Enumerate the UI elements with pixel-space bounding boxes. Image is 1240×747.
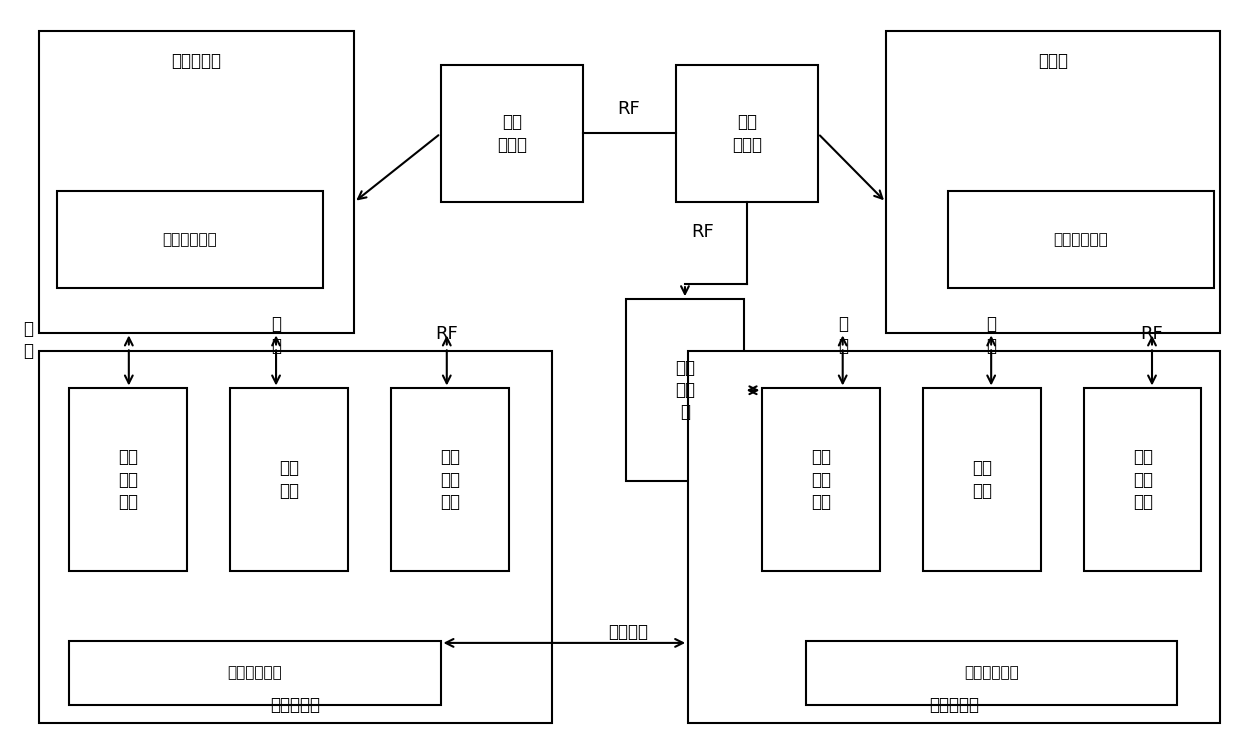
Bar: [391, 388, 508, 571]
Text: 主测试机柜: 主测试机柜: [270, 695, 320, 713]
Bar: [887, 31, 1220, 332]
Bar: [231, 388, 347, 571]
Bar: [69, 642, 440, 704]
Text: 地面数据终端: 地面数据终端: [162, 232, 217, 247]
Bar: [626, 299, 744, 481]
Text: RF: RF: [618, 100, 640, 118]
Bar: [1084, 388, 1202, 571]
Text: 误码
测试: 误码 测试: [279, 459, 299, 500]
Bar: [947, 191, 1214, 288]
Text: RF: RF: [1141, 325, 1163, 343]
Text: 程控
衰减器: 程控 衰减器: [497, 114, 527, 154]
Text: RF: RF: [692, 223, 714, 241]
Bar: [38, 351, 552, 723]
Bar: [806, 642, 1177, 704]
Text: 副测试计算机: 副测试计算机: [963, 666, 1018, 681]
Text: 光纤网络: 光纤网络: [609, 624, 649, 642]
Text: 测控
信息
测试: 测控 信息 测试: [811, 448, 831, 511]
Bar: [923, 388, 1040, 571]
Text: 地面控制车: 地面控制车: [171, 52, 221, 70]
Text: 机载数据终端: 机载数据终端: [1054, 232, 1109, 247]
Text: 无人机: 无人机: [1038, 52, 1068, 70]
Text: 射频
信号
测试: 射频 信号 测试: [1132, 448, 1153, 511]
Text: 主测试计算机: 主测试计算机: [228, 666, 283, 681]
Bar: [440, 65, 583, 202]
Text: 串
口: 串 口: [986, 314, 996, 355]
Text: 串
口: 串 口: [838, 314, 848, 355]
Text: 副测试机柜: 副测试机柜: [929, 695, 980, 713]
Bar: [763, 388, 880, 571]
Text: RF: RF: [435, 325, 458, 343]
Bar: [688, 351, 1220, 723]
Bar: [69, 388, 187, 571]
Text: 网
络: 网 络: [24, 320, 33, 360]
Text: 抗干
扰机
柜: 抗干 扰机 柜: [675, 359, 694, 421]
Text: 射频
信号
测试: 射频 信号 测试: [440, 448, 460, 511]
Text: 射频
合路器: 射频 合路器: [732, 114, 761, 154]
Text: 串
口: 串 口: [272, 314, 281, 355]
Bar: [676, 65, 818, 202]
Bar: [57, 191, 324, 288]
Bar: [38, 31, 353, 332]
Text: 误码
测试: 误码 测试: [972, 459, 992, 500]
Text: 测控
信息
测试: 测控 信息 测试: [118, 448, 138, 511]
